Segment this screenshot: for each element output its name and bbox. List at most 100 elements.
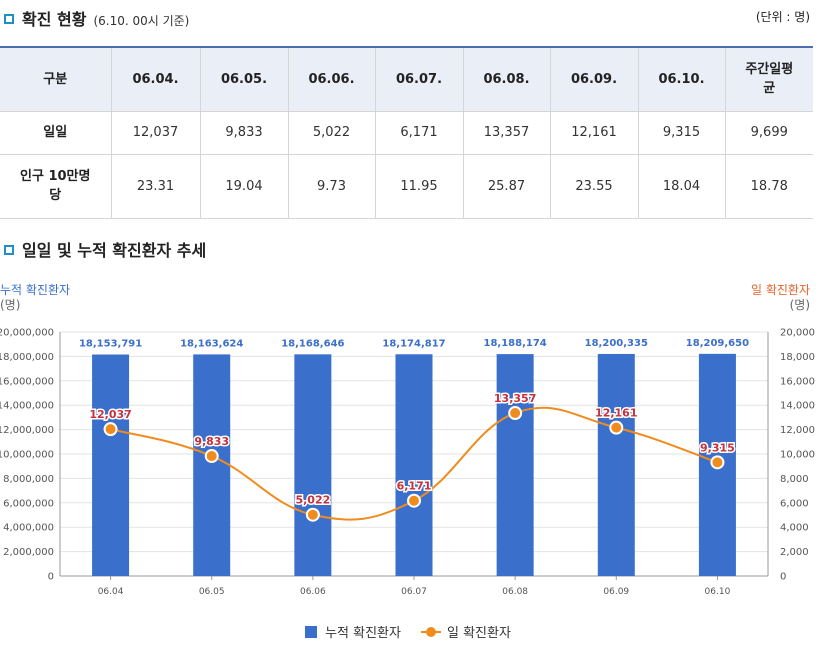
line-point-label: 6,171	[397, 480, 432, 493]
y-left-tick-label: 0	[48, 572, 54, 583]
line-point-daily	[609, 420, 624, 435]
table-header-cell: 06.09.	[550, 47, 639, 112]
bar-value-label: 18,209,650	[686, 338, 749, 349]
table-row: 인구 10만명당 23.31 19.04 9.73 11.95 25.87 23…	[0, 154, 813, 219]
table-row: 일일 12,037 9,833 5,022 6,171 13,357 12,16…	[0, 111, 813, 155]
bar-cumulative	[597, 353, 635, 576]
line-point-daily	[305, 507, 320, 522]
legend-label: 일 확진환자	[446, 626, 511, 641]
y-left-tick-label: 2,000,000	[3, 547, 54, 558]
y-right-tick-label: 8,000	[780, 474, 809, 485]
y-left-tick-label: 4,000,000	[3, 523, 54, 534]
bar-cumulative	[395, 354, 433, 576]
y-left-tick-label: 8,000,000	[3, 474, 54, 485]
right-axis-title-text: 일 확진환자	[750, 283, 810, 297]
y-right-tick-label: 0	[780, 572, 786, 583]
y-right-tick-label: 10,000	[780, 450, 815, 461]
x-tick-label: 06.06	[300, 587, 326, 597]
line-point-daily	[710, 455, 725, 470]
chart-legend: 누적 확진환자 일 확진환자	[0, 622, 816, 641]
bar-cumulative	[193, 354, 231, 576]
table-cell: 11.95	[375, 154, 464, 219]
row-label: 인구 10만명당	[0, 154, 112, 219]
bar-cumulative	[92, 354, 130, 576]
x-tick-label: 06.05	[199, 587, 225, 597]
y-right-tick-label: 20,000	[780, 328, 815, 339]
line-point-label: 9,315	[700, 441, 735, 454]
row-label: 일일	[0, 111, 112, 155]
section-square-icon	[4, 14, 14, 24]
bar-value-label: 18,188,174	[484, 338, 547, 349]
table-header-cell: 06.07.	[375, 47, 464, 112]
table-header-cell: 06.05.	[200, 47, 289, 112]
table-cell: 23.55	[550, 154, 639, 219]
line-point-label: 9,833	[194, 435, 229, 448]
line-point-label: 12,037	[89, 408, 131, 421]
bar-value-label: 18,174,817	[382, 338, 445, 349]
table-header-cell: 06.10.	[638, 47, 726, 112]
table-cell: 12,037	[111, 111, 201, 155]
table-cell: 9,833	[200, 111, 289, 155]
y-right-tick-label: 6,000	[780, 498, 809, 509]
bar-cumulative	[294, 354, 332, 576]
y-left-tick-label: 14,000,000	[0, 401, 54, 412]
status-table: 구분 06.04. 06.05. 06.06. 06.07. 06.08. 06…	[0, 46, 813, 219]
table-cell: 13,357	[463, 111, 551, 155]
table-cell: 9.73	[288, 154, 376, 219]
section-title: 확진 현황	[22, 10, 87, 29]
table-cell: 5,022	[288, 111, 376, 155]
y-right-tick-label: 2,000	[780, 547, 809, 558]
line-point-daily	[508, 406, 523, 421]
x-tick-label: 06.09	[603, 587, 629, 597]
table-header-cell: 주간일평균	[725, 47, 813, 112]
line-point-label: 12,161	[595, 407, 637, 420]
bar-value-label: 18,163,624	[180, 338, 243, 349]
legend-label: 누적 확진환자	[325, 626, 401, 641]
section-square-icon	[4, 245, 14, 255]
trend-chart: 0 0 2,000,000 2,000 4,000,000 4,000 6,000,000 6…	[0, 328, 815, 598]
section-subtitle: (6.10. 00시 기준)	[93, 14, 190, 28]
x-tick-label: 06.10	[705, 587, 731, 597]
table-header-cell: 구분	[0, 47, 112, 112]
section-header-trend: 일일 및 누적 확진환자 추세	[4, 237, 206, 261]
legend-item-cumulative[interactable]: 누적 확진환자	[305, 622, 401, 641]
line-point-daily	[103, 422, 118, 437]
bar-value-label: 18,200,335	[585, 338, 648, 349]
table-header-cell: 06.06.	[288, 47, 376, 112]
y-left-tick-label: 18,000,000	[0, 352, 54, 363]
table-cell: 9,699	[725, 111, 813, 155]
left-axis-unit: (명)	[0, 298, 21, 312]
section-header-status: 확진 현황 (6.10. 00시 기준)	[4, 6, 189, 30]
table-cell: 19.04	[200, 154, 289, 219]
y-right-tick-label: 12,000	[780, 425, 815, 436]
y-left-tick-label: 6,000,000	[3, 498, 54, 509]
line-point-daily	[407, 493, 421, 508]
y-left-tick-label: 16,000,000	[0, 376, 54, 387]
y-left-tick-label: 12,000,000	[0, 425, 54, 436]
line-point-label: 5,022	[295, 494, 330, 507]
x-tick-label: 06.08	[502, 587, 528, 597]
x-tick-label: 06.04	[98, 587, 124, 597]
table-cell: 6,171	[375, 111, 464, 155]
table-header-cell: 06.08.	[463, 47, 551, 112]
right-axis-title: 일 확진환자 (명)	[751, 283, 810, 313]
y-right-tick-label: 18,000	[780, 352, 815, 363]
table-cell: 18.78	[725, 154, 813, 219]
y-left-tick-label: 10,000,000	[0, 450, 54, 461]
unit-label: (단위 : 명)	[755, 10, 810, 24]
bar-cumulative	[496, 354, 534, 576]
legend-line-swatch	[420, 626, 441, 638]
bar-value-label: 18,153,791	[79, 339, 142, 350]
table-cell: 23.31	[111, 154, 201, 219]
line-point-daily	[204, 449, 219, 464]
table-cell: 25.87	[463, 154, 551, 219]
bar-value-label: 18,168,646	[281, 338, 344, 349]
y-right-tick-label: 16,000	[780, 376, 815, 387]
left-axis-title-text: 누적 확진환자	[0, 283, 71, 297]
legend-item-daily[interactable]: 일 확진환자	[420, 622, 511, 641]
table-header-cell: 06.04.	[111, 47, 201, 112]
table-cell: 12,161	[550, 111, 639, 155]
line-point-label: 13,357	[494, 392, 536, 405]
table-cell: 18.04	[638, 154, 726, 219]
table-header-row: 구분 06.04. 06.05. 06.06. 06.07. 06.08. 06…	[0, 47, 813, 112]
